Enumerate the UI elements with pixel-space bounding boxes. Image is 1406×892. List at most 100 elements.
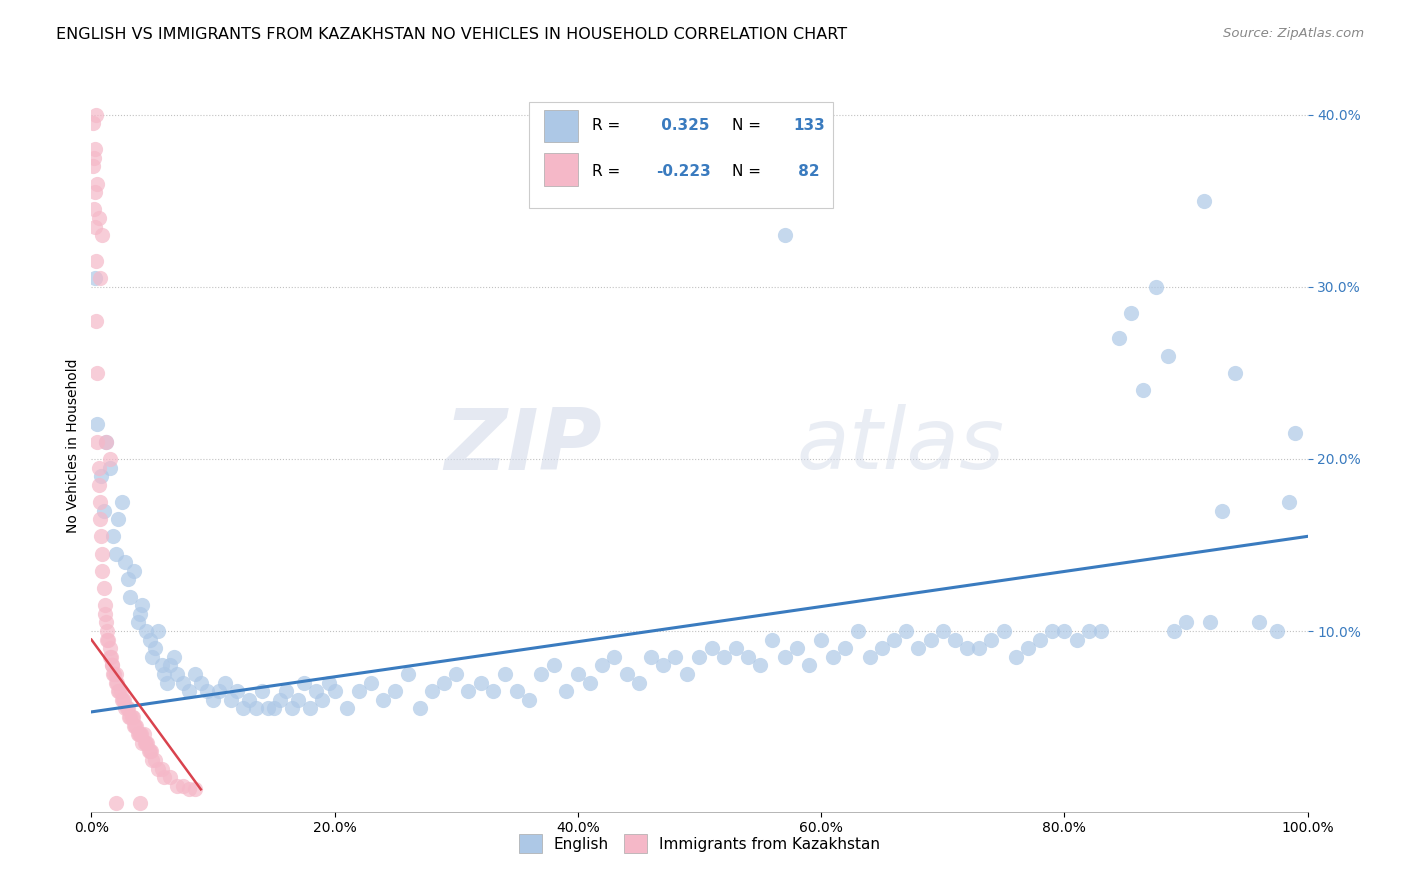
Point: [117, 701, 139, 715]
Point: [87, 211, 110, 225]
Point: [993, 624, 1015, 638]
Point: [112, 693, 135, 707]
Bar: [544, 110, 578, 143]
Point: [103, 667, 125, 681]
Point: [1132, 383, 1154, 397]
Point: [1163, 624, 1185, 638]
Point: [1144, 280, 1167, 294]
Point: [94, 615, 117, 630]
Point: [226, 684, 249, 698]
Point: [281, 701, 304, 715]
Point: [127, 727, 149, 741]
Point: [153, 770, 176, 784]
Point: [129, 727, 152, 741]
Point: [1211, 503, 1233, 517]
Point: [336, 701, 359, 715]
Point: [93, 503, 115, 517]
Point: [94, 434, 117, 449]
Point: [1175, 615, 1198, 630]
Point: [134, 736, 156, 750]
Point: [105, 675, 128, 690]
Point: [773, 649, 796, 664]
Point: [90, 529, 112, 543]
Point: [1040, 624, 1063, 638]
Point: [129, 727, 152, 741]
Point: [627, 675, 650, 690]
Point: [1223, 366, 1246, 380]
Point: [318, 675, 340, 690]
Point: [292, 675, 315, 690]
Point: [232, 701, 254, 715]
Point: [859, 649, 882, 664]
Point: [373, 693, 395, 707]
Point: [96, 632, 118, 647]
Point: [384, 684, 406, 698]
Point: [98, 451, 121, 466]
Point: [494, 667, 516, 681]
Text: 0.325: 0.325: [655, 118, 709, 133]
Point: [269, 693, 291, 707]
Point: [117, 573, 139, 587]
Y-axis label: No Vehicles in Household: No Vehicles in Household: [66, 359, 80, 533]
Point: [122, 564, 145, 578]
Point: [84, 254, 107, 268]
Point: [87, 460, 110, 475]
Point: [652, 658, 675, 673]
Point: [219, 693, 242, 707]
Point: [128, 727, 150, 741]
Point: [749, 658, 772, 673]
Point: [250, 684, 273, 698]
Point: [141, 753, 163, 767]
Point: [139, 744, 162, 758]
Point: [1090, 624, 1112, 638]
Point: [1053, 624, 1076, 638]
Point: [121, 710, 143, 724]
Point: [920, 632, 942, 647]
Point: [84, 108, 107, 122]
Point: [84, 271, 107, 285]
Text: N =: N =: [733, 164, 766, 179]
Point: [87, 477, 110, 491]
Point: [896, 624, 918, 638]
Point: [135, 736, 157, 750]
Text: atlas: atlas: [797, 404, 1005, 488]
Point: [83, 151, 105, 165]
Point: [786, 641, 808, 656]
Point: [457, 684, 479, 698]
Point: [184, 667, 207, 681]
Point: [409, 701, 432, 715]
Point: [89, 495, 111, 509]
Point: [107, 684, 129, 698]
Point: [245, 701, 267, 715]
Point: [256, 701, 278, 715]
Point: [579, 675, 602, 690]
Point: [89, 512, 111, 526]
Point: [114, 701, 136, 715]
Point: [907, 641, 929, 656]
Point: [131, 598, 153, 612]
Point: [104, 667, 127, 681]
Point: [135, 624, 157, 638]
Point: [143, 753, 166, 767]
Point: [111, 693, 134, 707]
Point: [980, 632, 1002, 647]
Point: [83, 202, 105, 217]
Point: [166, 667, 188, 681]
Point: [122, 719, 145, 733]
Point: [274, 684, 297, 698]
Point: [104, 796, 127, 810]
Point: [139, 744, 162, 758]
Point: [139, 632, 162, 647]
Point: [931, 624, 953, 638]
Point: [810, 632, 832, 647]
Point: [506, 684, 529, 698]
Legend: English, Immigrants from Kazakhstan: English, Immigrants from Kazakhstan: [513, 828, 886, 859]
Point: [163, 649, 186, 664]
Text: ENGLISH VS IMMIGRANTS FROM KAZAKHSTAN NO VEHICLES IN HOUSEHOLD CORRELATION CHART: ENGLISH VS IMMIGRANTS FROM KAZAKHSTAN NO…: [56, 27, 848, 42]
Point: [121, 710, 143, 724]
Point: [323, 684, 346, 698]
Point: [104, 547, 127, 561]
Point: [82, 159, 104, 173]
Point: [120, 590, 142, 604]
Point: [93, 581, 115, 595]
